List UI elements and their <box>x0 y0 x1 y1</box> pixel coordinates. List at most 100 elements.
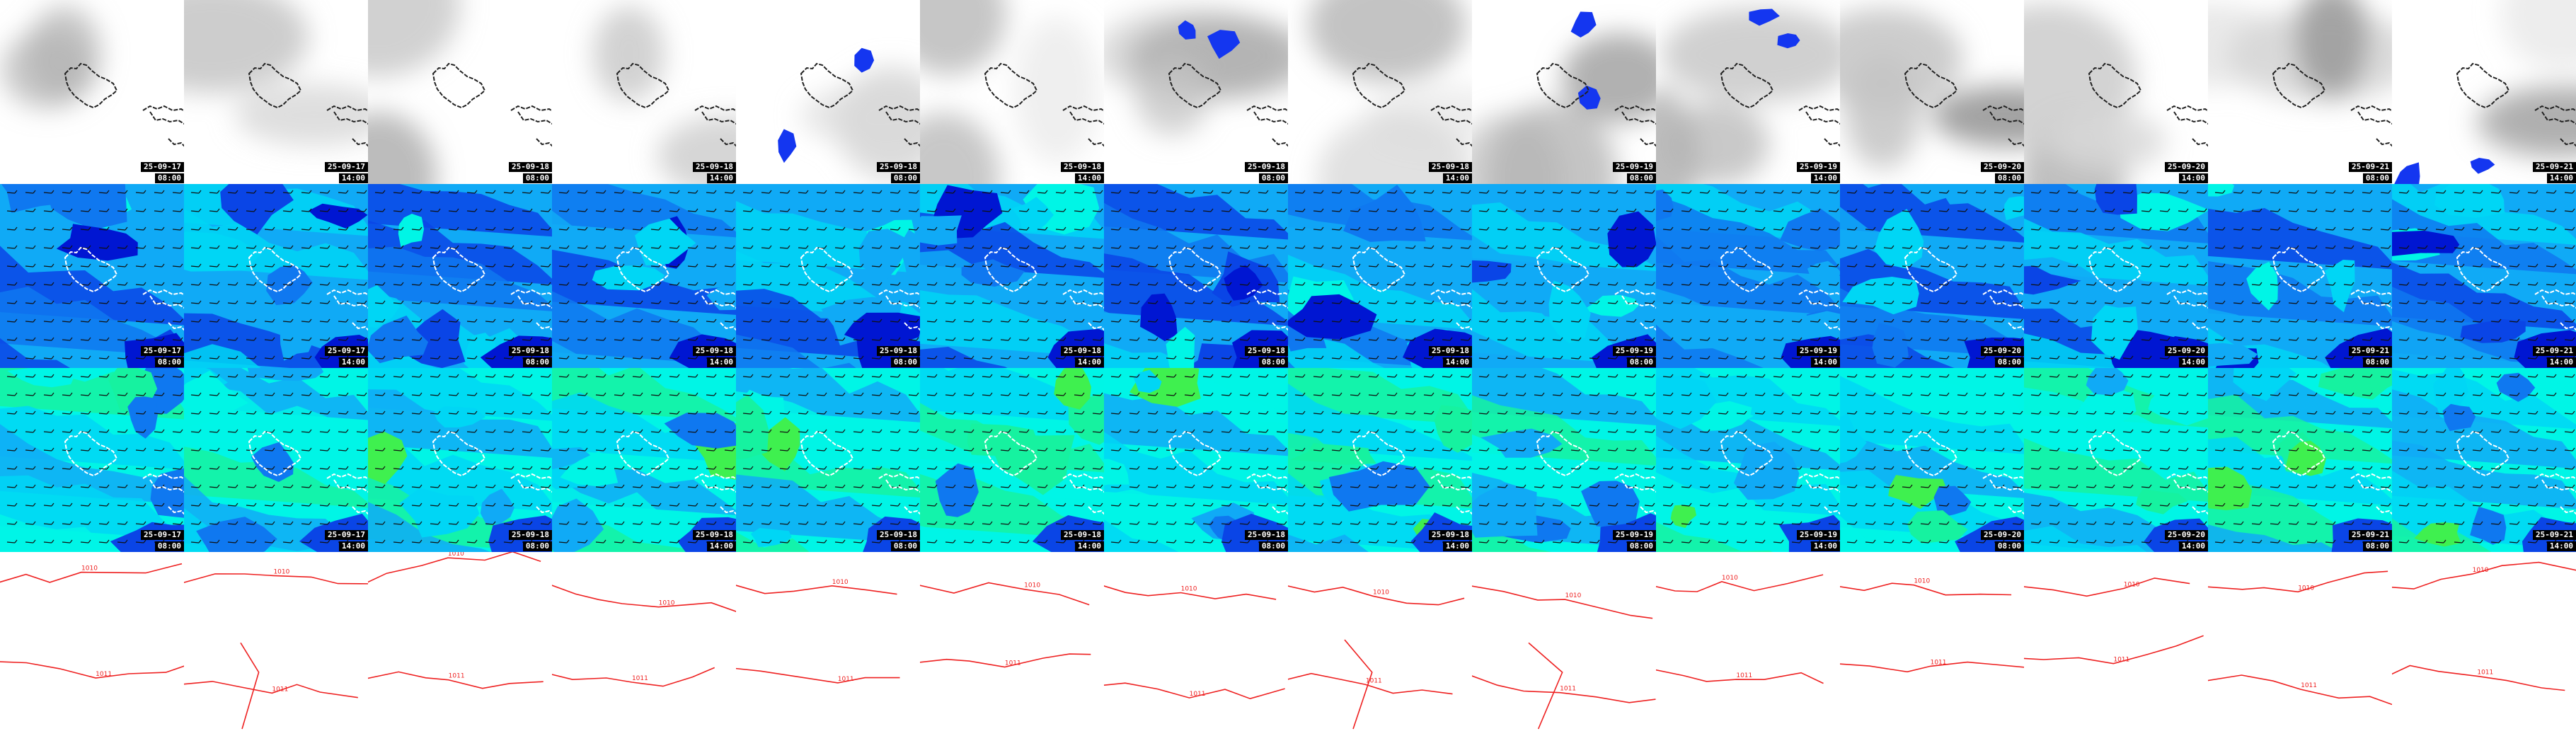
coastline <box>2350 473 2392 480</box>
coastline <box>701 479 736 493</box>
map-tile-wind_low: 25-09-18 14:00 <box>920 184 1104 368</box>
wind-barbs <box>190 374 367 544</box>
coastline <box>1069 111 1104 125</box>
map-pressure: 1010 1011 <box>184 552 368 736</box>
island-coastline <box>1720 62 1774 109</box>
cloud-cover <box>2024 4 2166 184</box>
wind-barbs <box>1294 374 1471 544</box>
coastline <box>1989 479 2024 493</box>
forecast-time-label: 14:00 <box>1442 541 1472 551</box>
coastline <box>2350 105 2392 112</box>
isobar <box>1288 672 1453 695</box>
map-tile-wind_low: 25-09-21 08:00 <box>2208 184 2392 368</box>
forecast-time-label: 14:00 <box>338 173 368 183</box>
forecast-date-label: 25-09-17 <box>325 162 368 172</box>
forecast-time-label: 08:00 <box>154 173 184 183</box>
coastline <box>1088 506 1104 515</box>
map-wind_high <box>1288 368 1472 552</box>
coastline <box>517 479 552 493</box>
map-wind_low <box>552 184 736 368</box>
island-coastline <box>800 430 854 477</box>
coastline <box>1982 289 2024 296</box>
wind-speed-field <box>2024 184 2208 368</box>
coastline <box>352 506 368 515</box>
coastline <box>1805 295 1840 309</box>
coastline <box>694 473 736 480</box>
island-coastline <box>64 430 118 477</box>
island-coastline <box>2272 430 2326 477</box>
map-tile-cloud: 25-09-18 08:00 <box>736 0 920 184</box>
isobar <box>1472 675 1656 703</box>
map-cloud <box>1288 0 1472 184</box>
forecast-time-label: 14:00 <box>1074 541 1104 551</box>
island-coastline <box>616 62 670 109</box>
forecast-date-label: 25-09-18 <box>1245 530 1288 540</box>
isobar <box>552 667 715 687</box>
forecast-date-label: 25-09-18 <box>877 530 920 540</box>
map-cloud <box>920 0 1104 184</box>
coastline <box>510 289 552 296</box>
forecast-date-label: 25-09-21 <box>2533 162 2576 172</box>
map-wind_low <box>368 184 552 368</box>
island-coastline <box>1536 246 1590 293</box>
wind-barbs <box>374 374 551 544</box>
coastline <box>1805 111 1840 125</box>
coastline <box>720 506 736 515</box>
isobar <box>1840 582 2012 596</box>
island-coastline <box>2456 246 2510 293</box>
island-coastline <box>248 430 302 477</box>
wind-speed-field <box>2208 368 2392 552</box>
island-coastline <box>800 246 854 293</box>
coastline <box>1069 479 1104 493</box>
island-coastline <box>1168 246 1222 293</box>
coastline <box>1824 506 1840 515</box>
coastline <box>352 138 368 147</box>
coastline <box>2008 138 2024 147</box>
coastline <box>904 138 920 147</box>
coastline <box>1614 473 1656 480</box>
isobar-label: 1010 <box>1565 592 1581 599</box>
map-tile-cloud: 25-09-19 14:00 <box>1656 0 1840 184</box>
coastline <box>1430 105 1472 112</box>
map-cloud <box>1656 0 1840 184</box>
wind-speed-field <box>1288 184 1472 368</box>
map-tile-cloud: 25-09-17 08:00 <box>0 0 184 184</box>
coastline <box>333 479 368 493</box>
forecast-date-label: 25-09-18 <box>1245 346 1288 356</box>
isobar-label: 1011 <box>272 686 288 693</box>
forecast-date-label: 25-09-18 <box>1061 530 1104 540</box>
isobar-label: 1011 <box>2477 669 2493 676</box>
coastline <box>2166 473 2208 480</box>
forecast-date-label: 25-09-18 <box>1429 530 1472 540</box>
map-pressure: 1010 1011 <box>2208 552 2392 736</box>
forecast-time-label: 08:00 <box>890 541 920 551</box>
wind-speed-field <box>2024 368 2208 552</box>
forecast-time-label: 08:00 <box>2362 357 2392 367</box>
isobar <box>240 642 260 730</box>
isobar-label: 1010 <box>1914 578 1930 585</box>
forecast-time-label: 14:00 <box>1442 357 1472 367</box>
coastline <box>1246 473 1288 480</box>
forecast-date-label: 25-09-19 <box>1613 162 1656 172</box>
forecast-date-label: 25-09-21 <box>2533 346 2576 356</box>
wind-barbs <box>2214 374 2391 544</box>
wind-barbs <box>1846 374 2023 544</box>
coastline <box>1989 295 2024 309</box>
map-tile-wind_low: 25-09-18 14:00 <box>1288 184 1472 368</box>
forecast-time-label: 14:00 <box>1074 357 1104 367</box>
map-tile-cloud: 25-09-17 14:00 <box>184 0 368 184</box>
coastline <box>1456 506 1472 515</box>
forecast-date-label: 25-09-17 <box>325 530 368 540</box>
forecast-time-label: 14:00 <box>1442 173 1472 183</box>
map-tile-wind_high: 25-09-18 08:00 <box>368 368 552 552</box>
map-pressure: 1010 1011 <box>1288 552 1472 736</box>
island-coastline <box>432 246 486 293</box>
coastline <box>1088 322 1104 331</box>
island-coastline <box>1352 62 1406 109</box>
map-cloud <box>552 0 736 184</box>
coastline <box>1982 105 2024 112</box>
map-cloud <box>1104 0 1288 184</box>
forecast-date-label: 25-09-20 <box>2165 530 2208 540</box>
forecast-time-label: 14:00 <box>706 541 736 551</box>
map-wind_high <box>920 368 1104 552</box>
